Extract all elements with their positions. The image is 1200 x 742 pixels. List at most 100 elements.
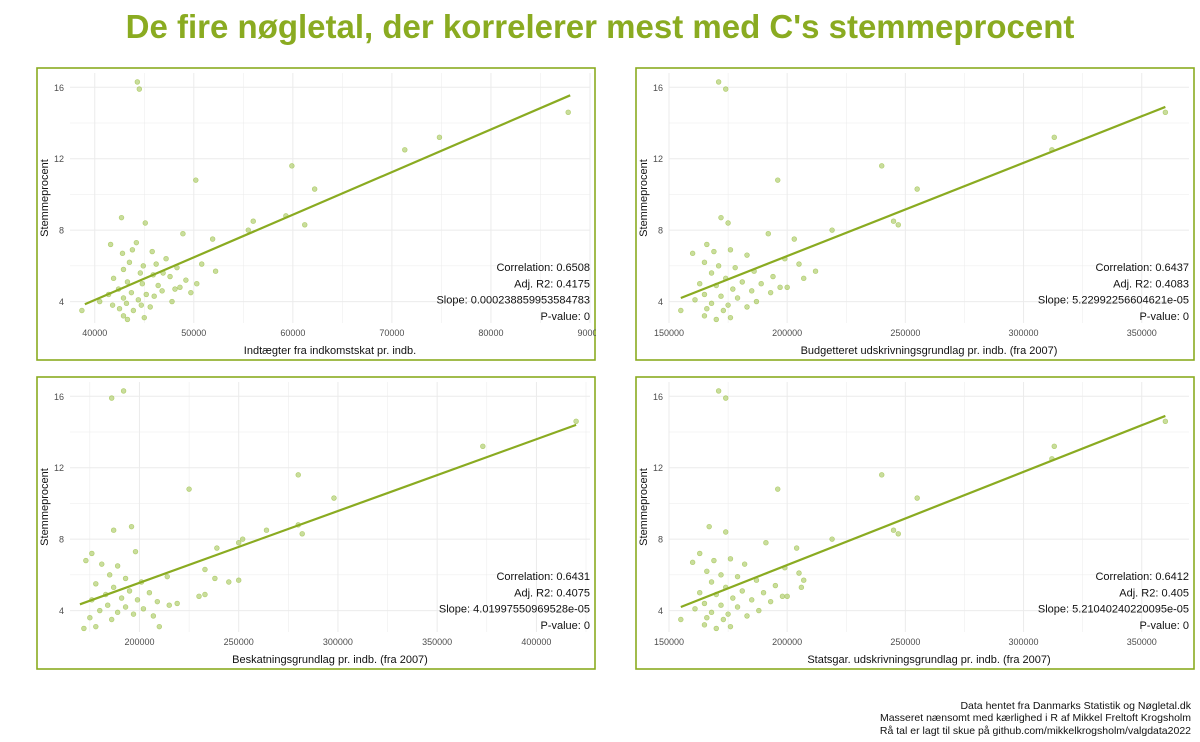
- y-tick-label: 16: [54, 392, 64, 402]
- x-tick-label: 200000: [124, 637, 154, 647]
- data-point: [744, 252, 750, 258]
- data-point: [701, 600, 708, 607]
- x-axis-label: Beskatningsgrundlag pr. indb. (fra 2007): [232, 654, 428, 666]
- data-point: [128, 523, 135, 530]
- data-point: [202, 566, 208, 573]
- data-point: [402, 147, 408, 153]
- x-tick-label: 50000: [181, 328, 206, 338]
- data-point: [760, 590, 767, 596]
- x-tick-label: 200000: [772, 637, 802, 647]
- data-point: [108, 395, 115, 401]
- data-point: [701, 313, 708, 319]
- stats-annotation: Adj. R2: 0.4083: [1113, 278, 1189, 290]
- data-point: [713, 625, 719, 632]
- data-point: [704, 615, 710, 621]
- data-point: [749, 597, 755, 603]
- data-point: [302, 222, 308, 228]
- stats-annotation: Slope: 5.21040240220095e-05: [1038, 604, 1189, 616]
- data-point: [156, 623, 163, 630]
- data-point: [134, 597, 141, 603]
- data-point: [739, 279, 745, 285]
- data-point: [772, 582, 779, 589]
- data-point: [765, 231, 771, 237]
- x-tick-label: 90000: [577, 328, 596, 338]
- data-point: [108, 616, 115, 623]
- data-point: [715, 263, 722, 269]
- y-tick-label: 12: [54, 154, 64, 164]
- x-axis-label: Indtægter fra indkomstskat pr. indb.: [244, 345, 416, 357]
- data-point: [701, 291, 708, 298]
- stats-annotation: Slope: 0.000238859953584783: [436, 295, 590, 307]
- data-point: [784, 284, 790, 290]
- stats-annotation: P-value: 0: [540, 311, 590, 323]
- data-point: [796, 570, 802, 576]
- data-point: [890, 527, 897, 533]
- x-tick-label: 350000: [1127, 328, 1157, 338]
- panel-border: [635, 67, 1195, 361]
- data-point: [138, 302, 145, 308]
- data-point: [105, 602, 111, 608]
- data-point: [167, 273, 173, 280]
- x-axis-label: Budgetteret udskrivningsgrundlag pr. ind…: [801, 345, 1058, 357]
- y-tick-label: 16: [54, 83, 64, 93]
- data-point: [143, 291, 149, 298]
- data-point: [123, 300, 130, 307]
- data-point: [779, 593, 786, 599]
- data-point: [122, 604, 129, 610]
- data-point: [155, 282, 161, 289]
- data-point: [753, 298, 760, 305]
- data-point: [142, 220, 148, 226]
- data-point: [739, 588, 745, 594]
- data-point: [118, 595, 125, 601]
- data-point: [697, 550, 703, 557]
- data-point: [718, 572, 724, 578]
- page-title: De fire nøgletal, der korrelerer mest me…: [125, 8, 1075, 45]
- stats-annotation: P-value: 0: [540, 620, 590, 632]
- data-point: [114, 609, 121, 616]
- y-tick-label: 4: [658, 606, 663, 616]
- x-tick-label: 70000: [379, 328, 404, 338]
- data-point: [708, 609, 715, 616]
- data-point: [79, 307, 85, 314]
- stats-annotation: Adj. R2: 0.405: [1119, 587, 1189, 599]
- data-point: [151, 293, 157, 299]
- data-point: [718, 602, 724, 608]
- data-point: [697, 590, 703, 596]
- x-tick-label: 150000: [654, 637, 684, 647]
- data-point: [829, 536, 835, 542]
- regression-line: [680, 414, 1166, 609]
- data-point: [734, 573, 741, 580]
- data-point: [701, 259, 708, 265]
- y-tick-label: 4: [658, 297, 663, 307]
- regression-line: [84, 94, 571, 306]
- data-point: [97, 298, 103, 305]
- data-point: [89, 550, 95, 557]
- data-point: [194, 281, 200, 287]
- data-point: [166, 602, 172, 608]
- data-point: [212, 575, 218, 582]
- data-point: [295, 472, 301, 478]
- data-point: [723, 529, 729, 535]
- data-point: [311, 186, 318, 192]
- data-point: [678, 307, 684, 314]
- data-point: [704, 241, 710, 248]
- data-point: [732, 264, 738, 271]
- stats-annotation: Correlation: 0.6431: [496, 571, 590, 583]
- x-tick-label: 400000: [521, 637, 551, 647]
- data-point: [812, 268, 819, 274]
- data-point: [119, 250, 126, 257]
- data-point: [97, 607, 103, 614]
- data-point: [83, 557, 89, 564]
- data-point: [128, 289, 135, 296]
- data-point: [116, 306, 123, 312]
- regression-line: [680, 105, 1166, 300]
- y-axis-label: Stemmeprocent: [638, 468, 650, 546]
- x-tick-label: 40000: [82, 328, 107, 338]
- data-point: [565, 109, 571, 115]
- data-point: [129, 247, 136, 253]
- data-point: [734, 295, 741, 301]
- scatter-chart-tax-base: 4 8 12 16 200000 250000 300000 350000 400000 Besk…: [36, 376, 596, 670]
- data-point: [137, 270, 144, 276]
- data-point: [193, 177, 199, 183]
- data-point: [723, 395, 729, 401]
